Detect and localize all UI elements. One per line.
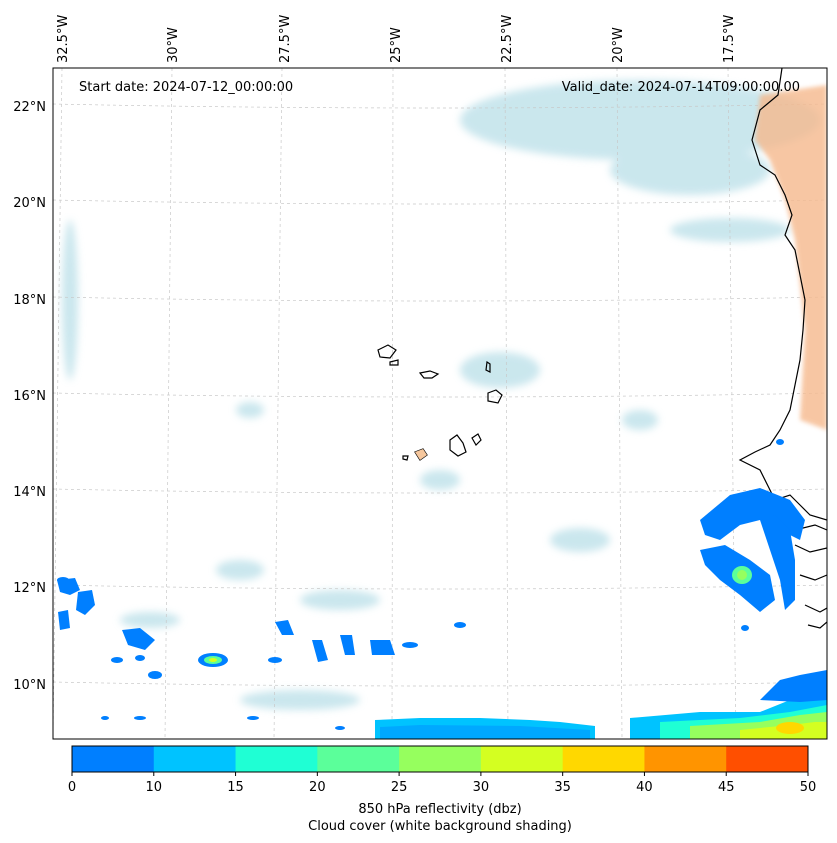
- colorbar-swatch: [644, 746, 727, 772]
- start-date-label: Start date: 2024-07-12_00:00:00: [79, 80, 293, 95]
- colorbar-swatch: [480, 746, 564, 772]
- lon-label-6: 20°W: [611, 27, 626, 63]
- colorbar-swatch: [235, 746, 318, 772]
- colorbar-swatch: [72, 746, 155, 772]
- lon-label-1: 32.5°W: [56, 15, 71, 63]
- colorbar-ticks: 0 10 15 20 25 30 35 40 45 50: [68, 772, 816, 795]
- cloud-cover-layer: [62, 80, 820, 710]
- colorbar-swatch: [153, 746, 237, 772]
- lat-label-4: 16°N: [13, 389, 46, 404]
- colorbar-tick-label: 50: [800, 780, 817, 795]
- colorbar-label-line1: 850 hPa reflectivity (dbz): [358, 802, 521, 817]
- lon-label-3: 27.5°W: [278, 15, 293, 63]
- colorbar-swatch: [399, 746, 482, 772]
- map-frame: [52, 67, 828, 740]
- gridlines: [53, 68, 827, 739]
- colorbar-swatch: [562, 746, 645, 772]
- island-dust: [415, 449, 427, 460]
- colorbar-frame: [71, 745, 809, 773]
- colorbar: 0 10 15 20 25 30 35 40 45 50 850 hPa reflectivity…: [68, 745, 816, 834]
- lon-label-2: 30°W: [166, 27, 181, 63]
- colorbar-tick-label: 45: [718, 780, 735, 795]
- colorbar-tick-label: 35: [554, 780, 571, 795]
- lon-label-5: 22.5°W: [500, 15, 515, 63]
- latitude-labels: 22°N 20°N 18°N 16°N 14°N 12°N 10°N: [13, 100, 46, 693]
- colorbar-swatches: [72, 746, 809, 772]
- colorbar-tick-label: 30: [473, 780, 490, 795]
- colorbar-label-line2: Cloud cover (white background shading): [308, 819, 572, 834]
- lat-label-1: 22°N: [13, 100, 46, 115]
- lon-label-4: 25°W: [389, 27, 404, 63]
- colorbar-tick-label: 40: [636, 780, 653, 795]
- map-panel: [53, 68, 827, 739]
- colorbar-tick-label: 0: [68, 780, 76, 795]
- colorbar-swatch: [726, 746, 809, 772]
- valid-date-label: Valid_date: 2024-07-14T09:00:00.00: [562, 80, 800, 95]
- colorbar-tick-label: 20: [309, 780, 326, 795]
- colorbar-tick-label: 25: [391, 780, 408, 795]
- reflectivity-layer: [57, 439, 827, 739]
- colorbar-tick-label: 10: [146, 780, 163, 795]
- colorbar-tick-label: 15: [227, 780, 244, 795]
- longitude-labels: 32.5°W 30°W 27.5°W 25°W 22.5°W 20°W 17.5…: [56, 15, 737, 63]
- lat-label-5: 14°N: [13, 485, 46, 500]
- colorbar-swatch: [317, 746, 400, 772]
- dust-shading: [755, 85, 827, 430]
- lon-label-7: 17.5°W: [722, 15, 737, 63]
- lat-label-2: 20°N: [13, 196, 46, 211]
- lat-label-3: 18°N: [13, 293, 46, 308]
- lat-label-6: 12°N: [13, 581, 46, 596]
- lat-label-7: 10°N: [13, 678, 46, 693]
